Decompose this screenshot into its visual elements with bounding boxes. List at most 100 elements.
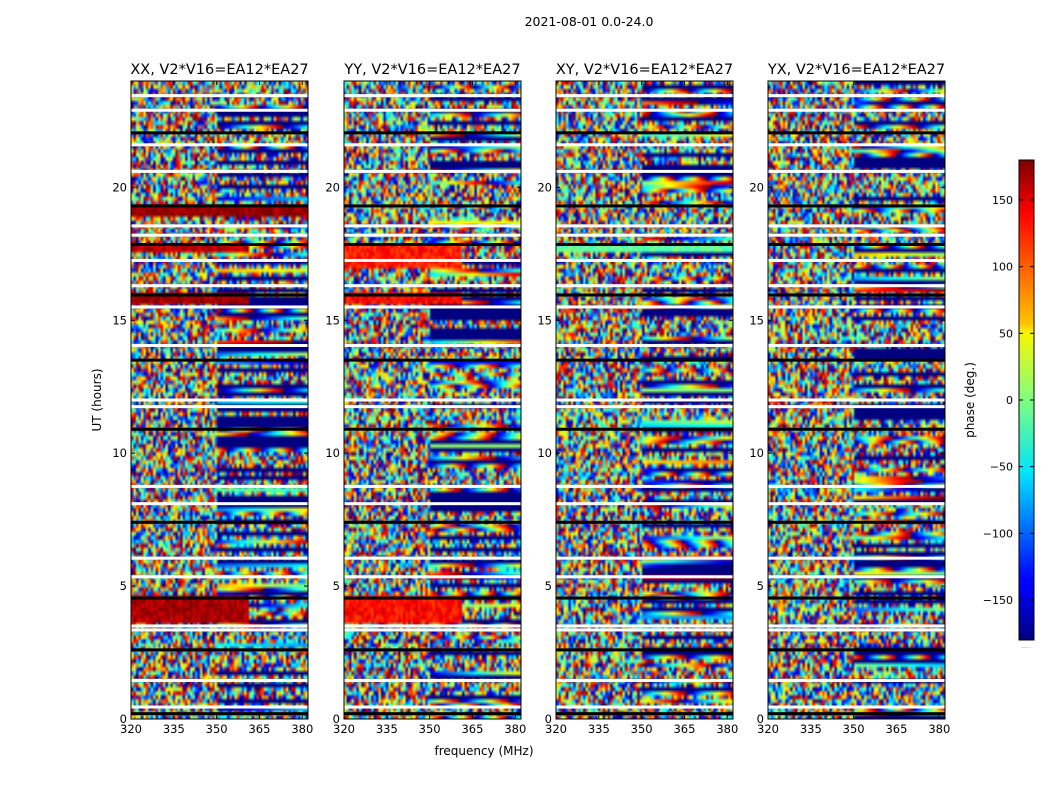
flagged-row (768, 398, 945, 402)
flagged-row (768, 344, 945, 348)
x-tick-label: 380 (291, 722, 313, 736)
y-tick-label: 0 (757, 712, 764, 726)
flagged-row (344, 305, 521, 309)
flagged-row (556, 284, 733, 288)
x-tick-label: 380 (716, 722, 738, 736)
flagged-row (768, 502, 945, 506)
x-tick-label: 350 (419, 722, 441, 736)
flagged-row (768, 94, 945, 98)
y-tick-label: 20 (537, 180, 552, 194)
flagged-row (556, 131, 733, 135)
flagged-row (768, 224, 945, 228)
flagged-row (768, 575, 945, 579)
flagged-row (131, 712, 308, 716)
flagged-row (556, 575, 733, 579)
flagged-row (556, 712, 733, 716)
flagged-row (131, 575, 308, 579)
x-tick-label: 320 (757, 722, 779, 736)
panel-frame (130, 80, 309, 720)
x-tick-label: 335 (588, 722, 610, 736)
flagged-row (131, 344, 308, 348)
x-tick-label: 380 (504, 722, 526, 736)
flagged-row (131, 484, 308, 488)
panel-frame (767, 80, 946, 720)
x-tick-label: 335 (163, 722, 185, 736)
flagged-row (556, 484, 733, 488)
flagged-row (768, 556, 945, 560)
colorbar: 150 100 50 0 −50 −100 −150 phase (deg.) ..... (963, 159, 1035, 650)
y-tick-label: 5 (120, 579, 127, 593)
flagged-row (131, 233, 308, 237)
flagged-row (556, 398, 733, 402)
flagged-row (344, 575, 521, 579)
colorbar-tick-label: −150 (983, 594, 1013, 607)
flagged-row (131, 648, 308, 652)
x-tick-label: 335 (800, 722, 822, 736)
flagged-row (556, 678, 733, 682)
flagged-row (556, 169, 733, 173)
flagged-row (556, 502, 733, 506)
flagged-row (556, 556, 733, 560)
flagged-row (344, 233, 521, 237)
flagged-row (556, 405, 733, 409)
flagged-row (344, 596, 521, 600)
flagged-row (556, 293, 733, 297)
panel-frame (555, 80, 734, 720)
flagged-row (768, 427, 945, 431)
flagged-row (768, 484, 945, 488)
flagged-row (768, 305, 945, 309)
flagged-row (768, 143, 945, 147)
flagged-row (556, 233, 733, 237)
flagged-row (344, 258, 521, 262)
flagged-row (131, 143, 308, 147)
flagged-row (131, 108, 308, 112)
flagged-row (131, 224, 308, 228)
panel-xx: XX, V2*V16=EA12*EA27 320 335 350 365 380 0 5 10 1… (112, 62, 313, 736)
flagged-row (131, 131, 308, 135)
y-tick-label: 15 (749, 313, 764, 327)
flagged-row (768, 204, 945, 208)
flagged-row (344, 624, 521, 628)
x-tick-label: 320 (545, 722, 567, 736)
flagged-row (556, 596, 733, 600)
panel-title: YY, V2*V16=EA12*EA27 (343, 62, 520, 78)
y-tick-label: 15 (112, 313, 127, 327)
flagged-row (556, 242, 733, 246)
flagged-row (556, 94, 733, 98)
flagged-row (768, 405, 945, 409)
panel-title: XY, V2*V16=EA12*EA27 (556, 62, 733, 78)
colorbar-tick-label: −50 (990, 461, 1013, 474)
colorbar-tick-label: −100 (983, 527, 1013, 540)
panel-frame (343, 80, 522, 720)
y-tick-label: 10 (325, 446, 340, 460)
flagged-row (556, 305, 733, 309)
flagged-row (344, 293, 521, 297)
x-tick-label: 350 (206, 722, 228, 736)
flagged-row (556, 705, 733, 709)
flagged-row (344, 502, 521, 506)
flagged-row (556, 108, 733, 112)
x-tick-label: 335 (376, 722, 398, 736)
flagged-row (556, 648, 733, 652)
flagged-row (131, 596, 308, 600)
x-tick-label: 350 (843, 722, 865, 736)
x-axis-label: frequency (MHz) (434, 744, 533, 758)
y-tick-label: 15 (537, 313, 552, 327)
flagged-row (556, 427, 733, 431)
flagged-row (131, 427, 308, 431)
y-tick-label: 20 (749, 180, 764, 194)
y-tick-label: 15 (325, 313, 340, 327)
flagged-row (344, 678, 521, 682)
flagged-row (131, 258, 308, 262)
flagged-row (768, 131, 945, 135)
flagged-row (768, 169, 945, 173)
colorbar-ticks: 150 100 50 0 −50 −100 −150 (983, 194, 1034, 607)
panel-title: YX, V2*V16=EA12*EA27 (767, 62, 945, 78)
flagged-row (768, 596, 945, 600)
flagged-row (344, 405, 521, 409)
flagged-row (344, 628, 521, 632)
flagged-row (131, 284, 308, 288)
flagged-row (768, 712, 945, 716)
colorbar-label: phase (deg.) (963, 362, 977, 438)
flagged-row (131, 678, 308, 682)
